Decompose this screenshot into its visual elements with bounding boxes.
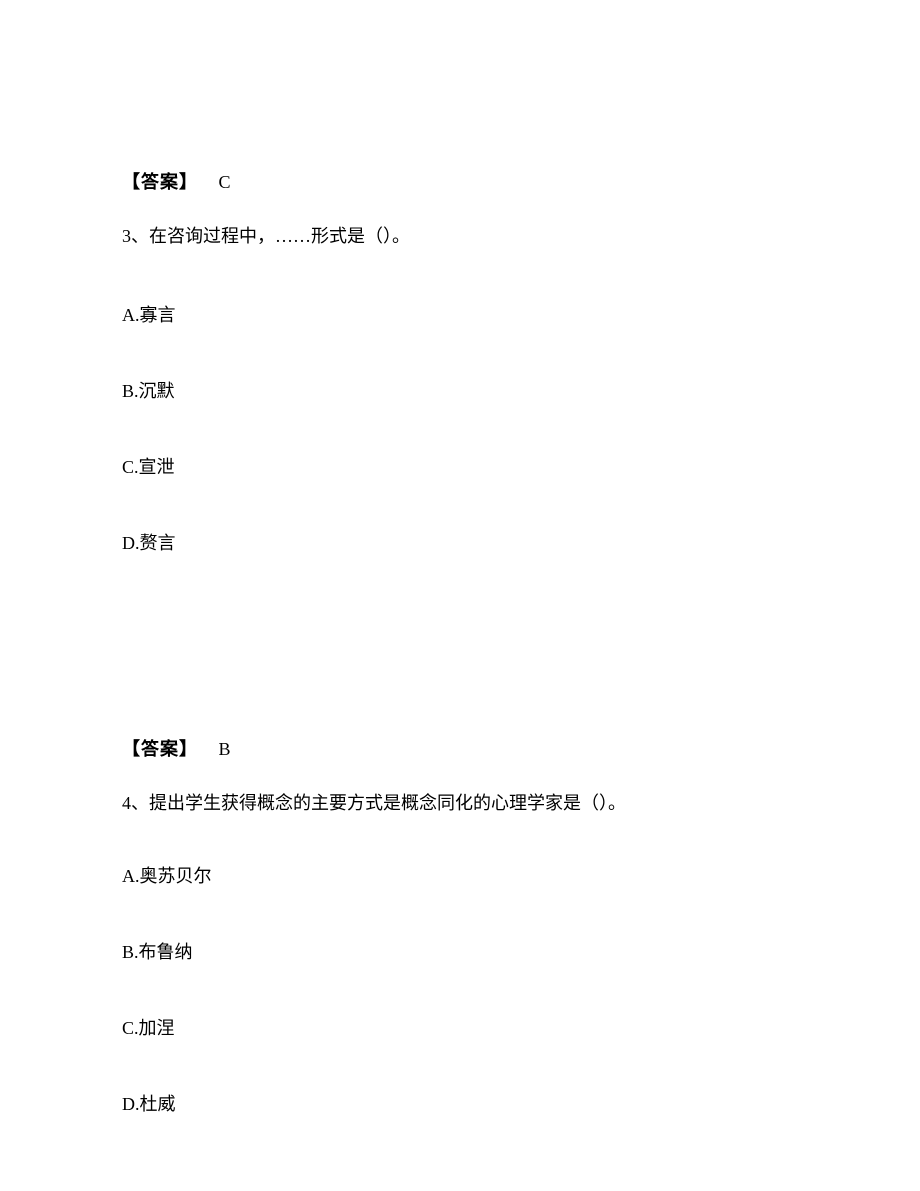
question-3-text: 3、在咨询过程中，……形式是（）。	[122, 222, 798, 251]
answer-block-2: 【答案】 B	[122, 735, 798, 761]
question-4-option-c: C.加涅	[122, 1014, 798, 1040]
question-3-option-c: C.宣泄	[122, 453, 798, 479]
section-gap	[122, 605, 798, 735]
document-content: 【答案】 C 3、在咨询过程中，……形式是（）。 A.寡言 B.沉默 C.宣泄 …	[0, 0, 920, 1116]
answer-value: C	[219, 172, 231, 192]
question-4-option-b: B.布鲁纳	[122, 938, 798, 964]
question-4-option-d: D.杜威	[122, 1090, 798, 1116]
answer-block-1: 【答案】 C	[122, 168, 798, 194]
question-3-option-d: D.赘言	[122, 529, 798, 555]
question-4-option-a: A.奥苏贝尔	[122, 862, 798, 888]
answer-value: B	[219, 739, 231, 759]
question-3-option-a: A.寡言	[122, 301, 798, 327]
answer-label: 【答案】	[122, 172, 198, 192]
question-4-text: 4、提出学生获得概念的主要方式是概念同化的心理学家是（）。	[122, 789, 798, 818]
question-3-option-b: B.沉默	[122, 377, 798, 403]
answer-label: 【答案】	[122, 739, 198, 759]
